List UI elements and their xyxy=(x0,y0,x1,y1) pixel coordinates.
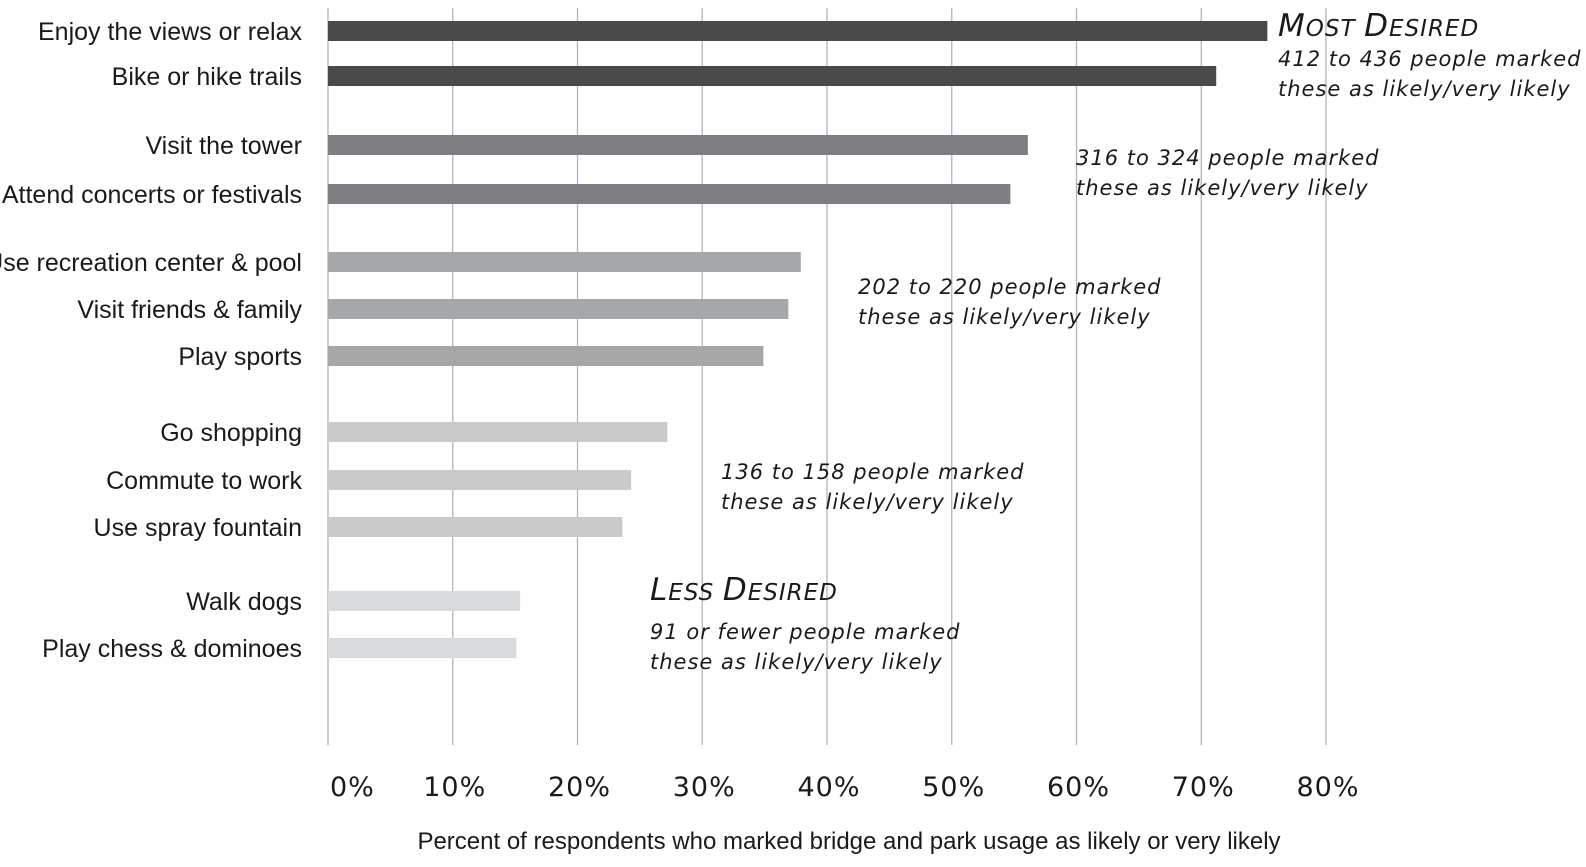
bar xyxy=(328,346,764,366)
category-label: Walk dogs xyxy=(186,588,302,616)
bar xyxy=(328,21,1268,41)
bar xyxy=(328,252,801,272)
annotation-text: these as likely/very likely xyxy=(858,305,1151,329)
bar xyxy=(328,470,632,490)
annotations: MOST DESIRED 412 to 436 people marked thes… xyxy=(650,8,1582,674)
annotation-text: these as likely/very likely xyxy=(721,490,1014,514)
annotation-heading: LESS DESIRED xyxy=(650,572,838,608)
annotation-text: 91 or fewer people marked xyxy=(650,620,961,644)
bar xyxy=(328,184,1011,204)
bar xyxy=(328,638,517,658)
x-tick-label: 30% xyxy=(673,772,736,803)
annotation-text: 202 to 220 people marked xyxy=(858,275,1162,299)
annotation-text: these as likely/very likely xyxy=(1076,176,1369,200)
bar xyxy=(328,422,668,442)
bar xyxy=(328,591,521,611)
category-label: Play sports xyxy=(178,343,302,371)
annotation-text: these as likely/very likely xyxy=(650,650,943,674)
category-label: Use spray fountain xyxy=(94,514,302,542)
bar xyxy=(328,135,1028,155)
category-label: Visit friends & family xyxy=(77,296,302,324)
category-label: Play chess & dominoes xyxy=(42,635,302,663)
x-tick-label: 80% xyxy=(1296,772,1359,803)
annotation-text: 412 to 436 people marked xyxy=(1278,47,1582,71)
x-tick-label: 50% xyxy=(922,772,985,803)
bar xyxy=(328,517,623,537)
category-label: Visit the tower xyxy=(145,132,302,160)
category-label: Use recreation center & pool xyxy=(0,249,302,277)
bars xyxy=(328,21,1268,658)
category-label: Commute to work xyxy=(106,467,302,495)
x-axis-label: Percent of respondents who marked bridge… xyxy=(417,828,1280,855)
gridlines xyxy=(327,8,1327,745)
category-label: Enjoy the views or relax xyxy=(38,18,303,46)
annotation-text: 136 to 158 people marked xyxy=(721,460,1025,484)
bar xyxy=(328,299,789,319)
x-tick-label: 60% xyxy=(1047,772,1110,803)
annotation-text: these as likely/very likely xyxy=(1278,77,1571,101)
bar xyxy=(328,66,1217,86)
annotation-text: 316 to 324 people marked xyxy=(1076,146,1380,170)
x-tick-label: 20% xyxy=(548,772,611,803)
x-tick-label: 0% xyxy=(330,772,375,803)
x-tick-labels: 0% 10% 20% 30% 40% 50% 60% 70% 80% xyxy=(330,772,1359,803)
category-label: Go shopping xyxy=(160,419,302,447)
category-label: Bike or hike trails xyxy=(112,63,302,91)
category-labels: Enjoy the views or relax Bike or hike tra… xyxy=(0,18,303,663)
x-tick-label: 40% xyxy=(797,772,860,803)
annotation-heading: MOST DESIRED xyxy=(1278,8,1479,44)
category-label: Attend concerts or festivals xyxy=(2,181,302,209)
x-tick-label: 70% xyxy=(1172,772,1235,803)
x-tick-label: 10% xyxy=(423,772,486,803)
